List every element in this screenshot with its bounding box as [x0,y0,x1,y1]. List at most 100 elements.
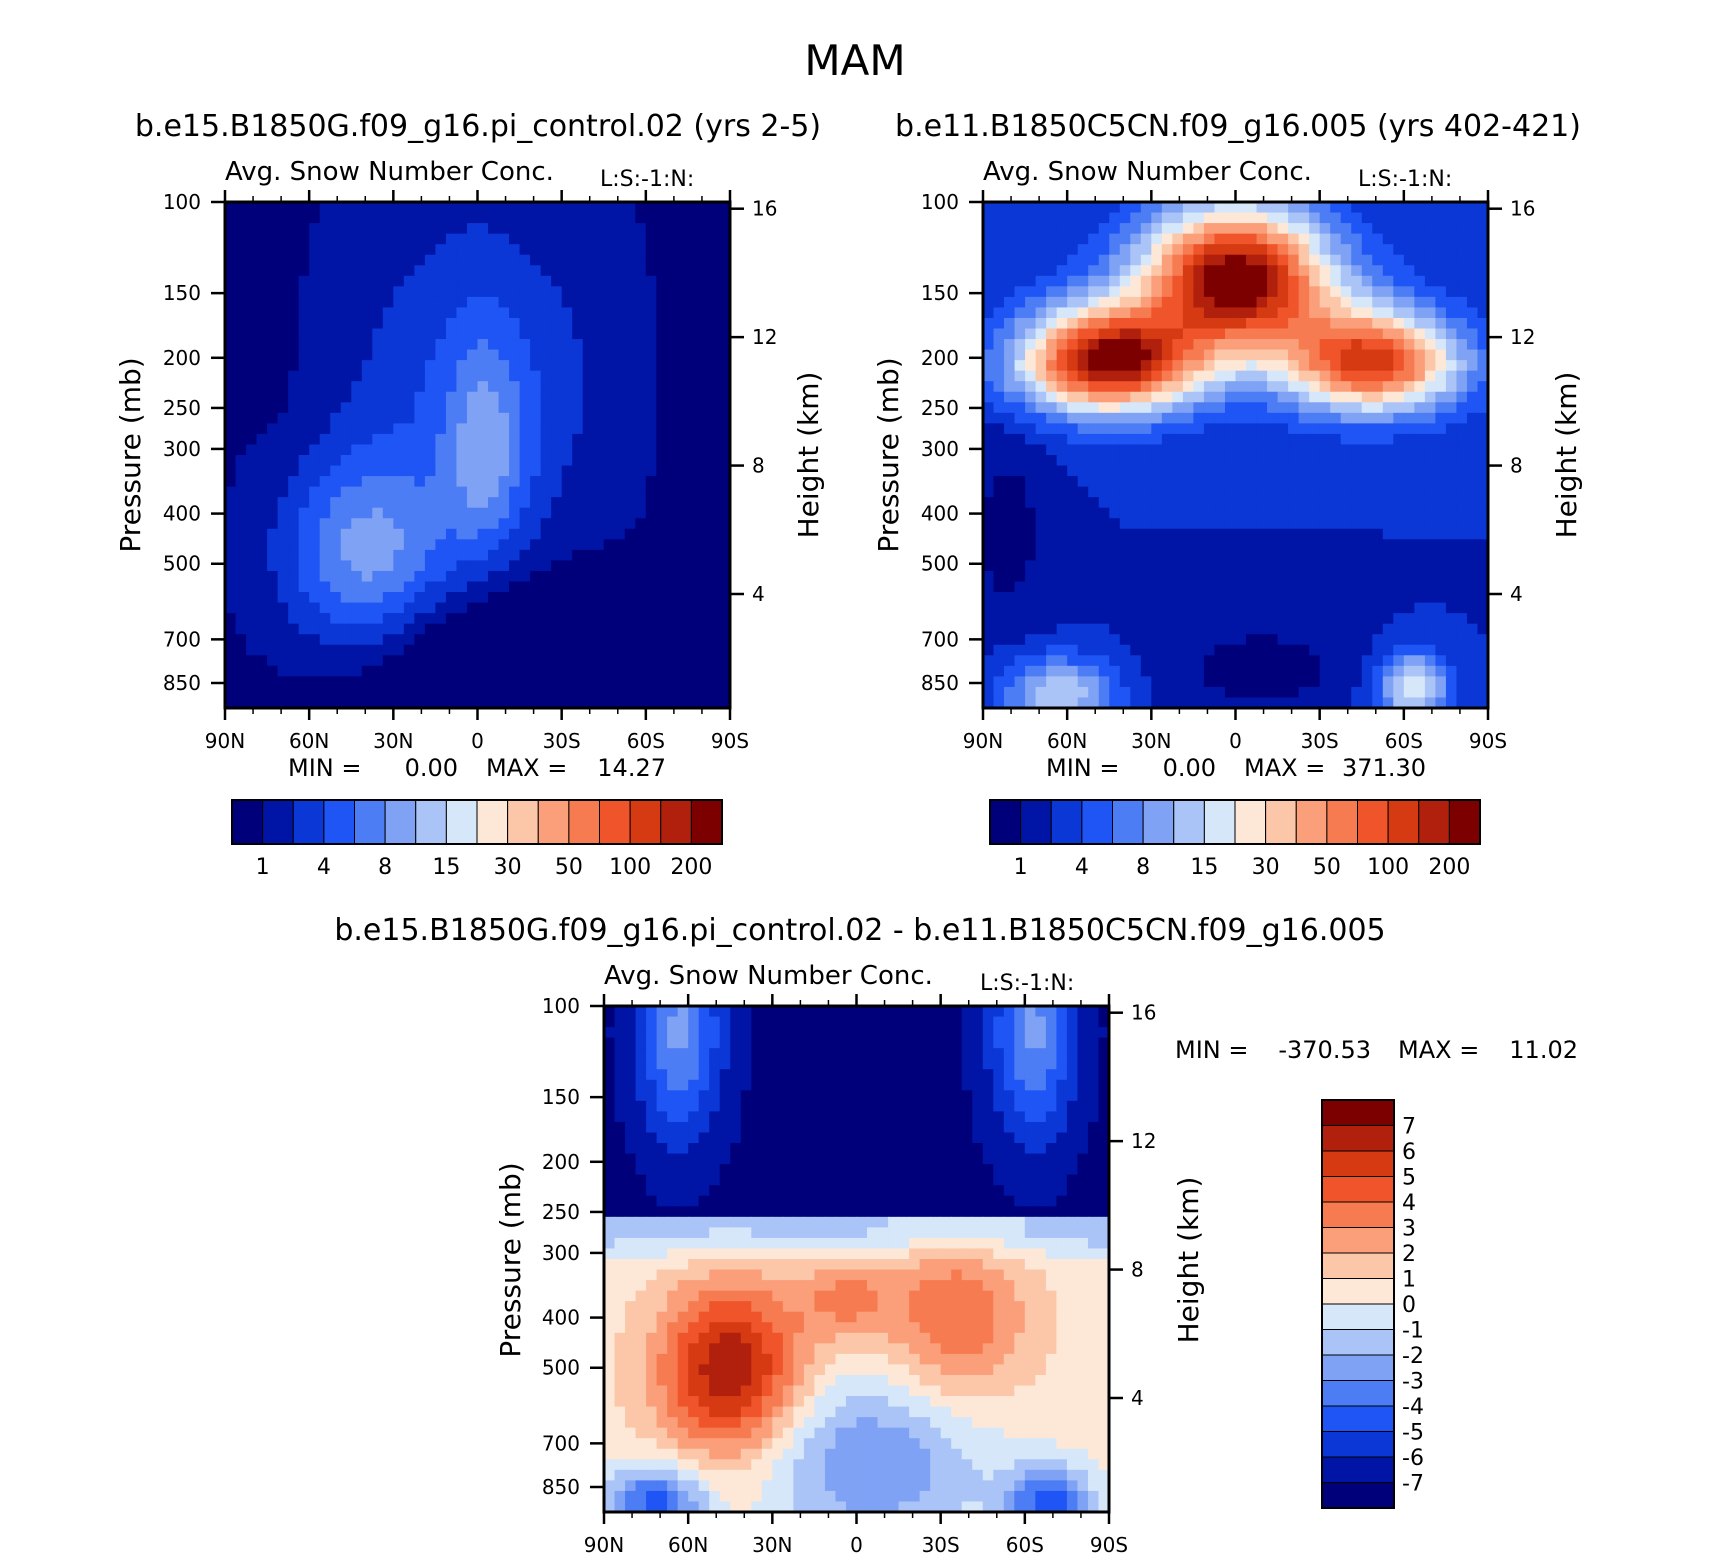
contour-cell [456,317,468,330]
contour-cell [635,581,647,593]
contour-cell [466,381,479,393]
contour-cell [719,265,731,277]
contour-cell [277,349,289,361]
contour-cell [1382,634,1394,646]
contour-cell [1277,233,1289,245]
contour-cell [1267,507,1279,519]
contour-cell [645,539,657,551]
contour-cell [298,339,310,351]
contour-cell [351,212,363,224]
contour-cell [361,528,373,540]
contour-cell [1119,317,1131,330]
contour-cell [551,212,563,224]
contour-cell [624,634,636,646]
contour-cell [1424,476,1436,488]
contour-cell [330,634,342,646]
contour-cell [351,381,363,393]
contour-cell [1351,623,1363,635]
contour-cell [477,391,489,403]
contour-cell [624,391,636,403]
contour-cell [1456,391,1468,403]
contour-cell [1119,328,1131,340]
contour-cell [1077,486,1089,498]
contour-cell [488,265,500,277]
contour-cell [256,402,268,414]
contour-cell [1298,349,1310,361]
contour-cell [909,1006,921,1018]
contour-cell [456,560,468,572]
contour-cell [340,402,352,414]
contour-cell [1393,244,1405,256]
contour-cell [246,202,258,214]
contour-cell [498,391,510,403]
contour-cell [498,265,510,277]
contour-cell [993,665,1005,677]
contour-cell [1151,476,1163,488]
contour-cell [309,623,321,635]
contour-cell [509,444,521,456]
contour-cell [225,275,237,287]
contour-cell [1288,265,1300,277]
contour-cell [298,360,310,372]
contour-cell [361,686,373,699]
contour-cell [1067,254,1079,266]
contour-cell [983,602,995,614]
contour-cell [1351,212,1363,224]
contour-cell [1130,360,1142,372]
contour-cell [498,381,510,393]
contour-cell [1130,623,1142,635]
contour-cell [1319,518,1331,530]
contour-cell [1056,233,1068,245]
contour-cell [1172,275,1184,287]
contour-cell [1372,634,1384,646]
contour-cell [414,275,426,287]
contour-cell [509,423,521,435]
x-tick-label: 60S [627,729,665,753]
contour-cell [235,433,247,446]
contour-cell [1277,497,1289,509]
contour-cell [687,465,700,477]
contour-cell [372,402,384,414]
contour-cell [277,623,289,635]
contour-cell [1109,613,1121,625]
contour-cell [1403,254,1415,266]
contour-cell [424,560,437,572]
contour-cell [1056,1006,1068,1018]
contour-cell [803,1006,816,1018]
contour-cell [330,560,342,572]
contour-cell [708,233,721,245]
contour-cell [519,444,531,456]
contour-cell [687,423,700,435]
contour-cell [1414,265,1426,277]
contour-cell [1224,518,1237,530]
contour-cell [1214,623,1226,635]
contour-cell [1203,391,1216,403]
contour-cell [687,486,700,498]
contour-cell [1435,465,1447,477]
contour-cell [983,676,995,688]
contour-cell [1477,370,1489,382]
contour-cell [1151,339,1163,351]
contour-cell [1330,644,1342,656]
contour-cell [1046,455,1058,467]
contour-cell [1130,339,1142,351]
contour-cell [288,549,300,562]
contour-cell [1014,391,1026,403]
contour-cell [1067,581,1079,593]
contour-cell [1056,570,1068,583]
contour-cell [983,581,995,593]
contour-cell [1466,655,1479,667]
contour-cell [225,602,237,614]
contour-cell [1424,465,1436,477]
contour-cell [1393,665,1405,677]
contour-cell [1309,307,1321,319]
contour-cell [1477,286,1489,298]
contour-cell [1130,202,1142,214]
contour-cell [1004,317,1016,330]
contour-cell [698,697,710,709]
contour-cell [466,539,479,551]
contour-cell [519,486,531,498]
contour-cell [1056,644,1068,656]
contour-cell [1014,212,1026,224]
